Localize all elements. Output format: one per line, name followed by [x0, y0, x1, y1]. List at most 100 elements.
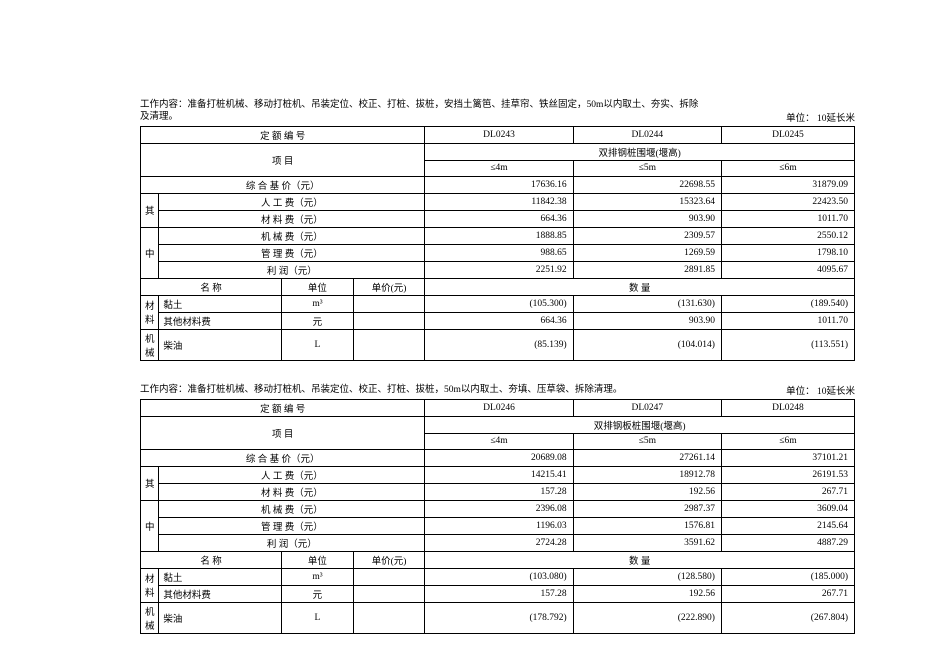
mat-name: 其他材料费 [159, 312, 282, 329]
mat-name: 黏土 [159, 568, 282, 585]
cost-val: 2251.92 [425, 261, 573, 278]
mat-val: (189.540) [721, 295, 854, 312]
mat-name: 其他材料费 [159, 585, 282, 602]
base-price-label: 综 合 基 价（元） [141, 176, 425, 193]
cost-val: 2309.57 [573, 227, 721, 244]
side-bot: 中 [141, 227, 159, 278]
itemhdr-price: 单价(元) [353, 551, 425, 568]
unit-label: 单位： 10延长米 [786, 110, 855, 124]
hdr-group: 双排钢板桩围堰(堰高) [425, 416, 855, 433]
base-price: 17636.16 [425, 176, 573, 193]
mat-val: 903.90 [573, 312, 721, 329]
code-cell: DL0248 [721, 399, 854, 416]
work-desc: 工作内容：准备打桩机械、移动打桩机、吊装定位、校正、打桩、拔桩，50m以内取土、… [140, 385, 622, 397]
cost-table: 定 额 编 号DL0243DL0244DL0245项 目双排钢桩围堰(堰高)≤4… [140, 126, 855, 361]
cost-val: 2550.12 [721, 227, 854, 244]
mat-price [353, 585, 425, 602]
mech-name: 柴油 [159, 602, 282, 633]
cost-val: 22423.50 [721, 193, 854, 210]
mech-val: (113.551) [721, 329, 854, 360]
cost-val: 15323.64 [573, 193, 721, 210]
cost-val: 664.36 [425, 210, 573, 227]
itemhdr-name: 名 称 [141, 551, 282, 568]
cost-label: 利 润（元） [159, 534, 425, 551]
itemhdr-qty: 数 量 [425, 551, 855, 568]
code-cell: DL0245 [721, 126, 854, 143]
cost-val: 1269.59 [573, 244, 721, 261]
base-price: 27261.14 [573, 449, 721, 466]
size-cell: ≤4m [425, 160, 573, 176]
mat-side: 材料 [141, 295, 159, 329]
side-bot: 中 [141, 500, 159, 551]
mat-unit: m³ [282, 568, 354, 585]
side-top: 其 [141, 193, 159, 227]
mat-price [353, 295, 425, 312]
mat-val: (185.000) [721, 568, 854, 585]
mech-price [353, 329, 425, 360]
cost-table: 定 额 编 号DL0246DL0247DL0248项 目双排钢板桩围堰(堰高)≤… [140, 399, 855, 634]
cost-val: 267.71 [721, 483, 854, 500]
cost-val: 4095.67 [721, 261, 854, 278]
document-root: 工作内容：准备打桩机械、移动打桩机、吊装定位、校正、打桩、拔桩，安挡土篱笆、挂草… [140, 100, 855, 634]
cost-val: 3591.62 [573, 534, 721, 551]
base-price-label: 综 合 基 价（元） [141, 449, 425, 466]
cost-val: 14215.41 [425, 466, 573, 483]
mech-val: (85.139) [425, 329, 573, 360]
cost-val: 2145.64 [721, 517, 854, 534]
size-cell: ≤4m [425, 433, 573, 449]
cost-label: 人 工 费（元） [159, 466, 425, 483]
mech-unit: L [282, 602, 354, 633]
cost-label: 利 润（元） [159, 261, 425, 278]
cost-val: 2987.37 [573, 500, 721, 517]
mech-val: (267.804) [721, 602, 854, 633]
cost-val: 2891.85 [573, 261, 721, 278]
cost-val: 988.65 [425, 244, 573, 261]
mat-unit: m³ [282, 295, 354, 312]
mat-val: (131.630) [573, 295, 721, 312]
mat-unit: 元 [282, 585, 354, 602]
cost-val: 2396.08 [425, 500, 573, 517]
itemhdr-unit: 单位 [282, 278, 354, 295]
mech-name: 柴油 [159, 329, 282, 360]
cost-val: 2724.28 [425, 534, 573, 551]
cost-val: 3609.04 [721, 500, 854, 517]
code-cell: DL0243 [425, 126, 573, 143]
hdr-code: 定 额 编 号 [141, 399, 425, 416]
mat-unit: 元 [282, 312, 354, 329]
mech-side: 机械 [141, 602, 159, 633]
size-cell: ≤6m [721, 160, 854, 176]
mat-val: (128.580) [573, 568, 721, 585]
mech-val: (104.014) [573, 329, 721, 360]
code-cell: DL0247 [573, 399, 721, 416]
mech-unit: L [282, 329, 354, 360]
cost-label: 机 械 费（元） [159, 500, 425, 517]
size-cell: ≤6m [721, 433, 854, 449]
code-cell: DL0244 [573, 126, 721, 143]
mat-price [353, 312, 425, 329]
itemhdr-name: 名 称 [141, 278, 282, 295]
cost-val: 1576.81 [573, 517, 721, 534]
cost-label: 人 工 费（元） [159, 193, 425, 210]
base-price: 20689.08 [425, 449, 573, 466]
cost-val: 11842.38 [425, 193, 573, 210]
mat-name: 黏土 [159, 295, 282, 312]
cost-label: 材 料 费（元） [159, 210, 425, 227]
cost-val: 1888.85 [425, 227, 573, 244]
mat-val: 267.71 [721, 585, 854, 602]
mech-side: 机械 [141, 329, 159, 360]
cost-label: 机 械 费（元） [159, 227, 425, 244]
mat-side: 材料 [141, 568, 159, 602]
mech-val: (222.890) [573, 602, 721, 633]
itemhdr-unit: 单位 [282, 551, 354, 568]
table-block-1: 工作内容：准备打桩机械、移动打桩机、吊装定位、校正、打桩、拔桩，50m以内取土、… [140, 383, 855, 634]
hdr-item: 项 目 [141, 416, 425, 449]
mech-price [353, 602, 425, 633]
mat-val: 157.28 [425, 585, 573, 602]
itemhdr-price: 单价(元) [353, 278, 425, 295]
mat-price [353, 568, 425, 585]
cost-val: 1011.70 [721, 210, 854, 227]
cost-val: 903.90 [573, 210, 721, 227]
cost-val: 157.28 [425, 483, 573, 500]
cost-label: 管 理 费（元） [159, 517, 425, 534]
unit-label: 单位： 10延长米 [786, 383, 855, 397]
